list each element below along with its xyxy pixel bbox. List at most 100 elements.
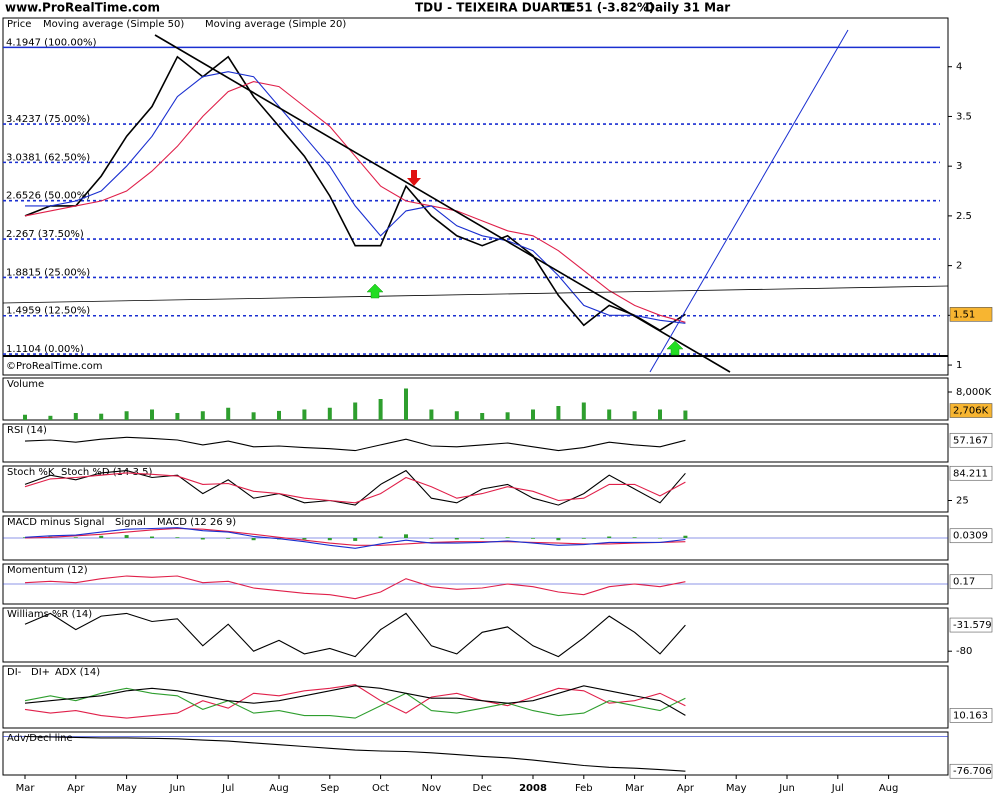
bar [429, 409, 434, 420]
y-tick-label: 25 [956, 496, 969, 507]
bar [505, 412, 510, 420]
bar [607, 536, 612, 538]
x-tick-label: Dec [473, 783, 492, 794]
plot-layer: 11.522.533.544.1947 (100.00%)3.4237 (75.… [2, 17, 993, 794]
bar [378, 399, 383, 420]
bar [353, 538, 358, 541]
y-tick-label: 3.5 [956, 111, 972, 122]
y-tick-label: 8,000K [956, 387, 992, 398]
level-label: 2.267 (37.50%) [6, 229, 84, 240]
bar [556, 538, 561, 541]
level-label: 1.4959 (12.50%) [6, 306, 90, 317]
bar [150, 409, 154, 420]
legend-entry: MACD minus Signal [7, 517, 104, 528]
panel-frame [2, 423, 949, 463]
x-tick-label: Nov [422, 783, 442, 794]
panel-frame [2, 607, 949, 663]
bar [23, 414, 27, 420]
copyright: ©ProRealTime.com [6, 361, 102, 372]
bar [581, 402, 586, 420]
last-value-box [949, 432, 993, 448]
bar [531, 409, 535, 420]
last-value-box [949, 403, 993, 418]
last-value-box [949, 617, 993, 633]
bar [150, 536, 154, 538]
x-tick-label: Mar [16, 783, 36, 794]
legend-entry: Williams %R (14) [7, 609, 92, 620]
last-value-label: 84.211 [953, 468, 988, 479]
legend-entry: Adv/Decl line [7, 733, 73, 744]
bar [124, 411, 129, 420]
x-tick-label: Apr [67, 783, 85, 794]
bar [683, 410, 688, 420]
last-value-box [949, 763, 993, 779]
legend-entry: Momentum (12) [7, 565, 88, 576]
last-value-label: 10.163 [953, 710, 988, 721]
y-tick-label: 2 [956, 261, 962, 272]
bar [658, 538, 662, 539]
x-tick-label: May [726, 783, 747, 794]
y-tick-label: 2.5 [956, 211, 972, 222]
legend-entry: MACD (12 26 9) [157, 517, 236, 528]
y-tick-label: 3 [956, 161, 962, 172]
last-value-box [949, 465, 993, 481]
x-tick-label: Aug [269, 783, 289, 794]
series-line [24, 684, 686, 719]
bar [505, 537, 510, 538]
panel-frame [2, 731, 949, 776]
bar [200, 538, 205, 540]
x-tick-label: Jun [778, 783, 795, 794]
level-label: 3.4237 (75.00%) [6, 114, 90, 125]
x-tick-label: Jul [831, 783, 844, 794]
legend-entry: Price [7, 19, 31, 30]
panel-frame [2, 17, 949, 376]
bar [175, 413, 180, 420]
bar [124, 535, 129, 538]
last-value-label: -31.579 [953, 620, 992, 631]
x-tick-label: Aug [879, 783, 899, 794]
bar [658, 409, 662, 420]
x-tick-label: May [116, 783, 137, 794]
series-line [24, 527, 686, 546]
series-line [24, 436, 686, 452]
legend-entry: Moving average (Simple 50) [43, 19, 184, 30]
quote: 1.51 (-3.82%) [563, 1, 654, 15]
level-label: 4.1947 (100.00%) [6, 37, 97, 48]
bar [251, 538, 256, 541]
x-tick-label: Jun [169, 783, 186, 794]
series-line [24, 81, 686, 323]
bar [226, 407, 231, 420]
bar [73, 413, 78, 420]
legend-entry: Signal [115, 517, 146, 528]
series-line [24, 612, 686, 658]
symbol: TDU - TEIXEIRA DUARTE [415, 1, 575, 15]
x-tick-label: Oct [372, 783, 389, 794]
level-label: 2.6526 (50.00%) [6, 191, 90, 202]
bar [277, 410, 281, 420]
buy-arrow [366, 283, 384, 299]
bar [480, 538, 485, 539]
bar [454, 411, 459, 420]
last-value-box [949, 307, 993, 322]
panel-frame [2, 465, 949, 513]
bar [607, 409, 612, 420]
bar [556, 406, 561, 420]
bar [632, 537, 637, 538]
x-tick-label: 2008 [519, 783, 547, 794]
bar [480, 413, 485, 420]
legend-entry: Moving average (Simple 20) [205, 19, 346, 30]
bar [454, 538, 459, 540]
bar [353, 402, 358, 420]
bar [581, 538, 586, 539]
bar [404, 388, 408, 420]
y-tick-label: 4 [956, 62, 962, 73]
bar [99, 413, 104, 420]
series-line [24, 472, 686, 504]
series-line [24, 575, 686, 600]
last-value-label: 2,706K [953, 406, 989, 417]
bar [200, 411, 205, 420]
last-value-label: 0.17 [953, 577, 975, 588]
bar [175, 537, 180, 538]
